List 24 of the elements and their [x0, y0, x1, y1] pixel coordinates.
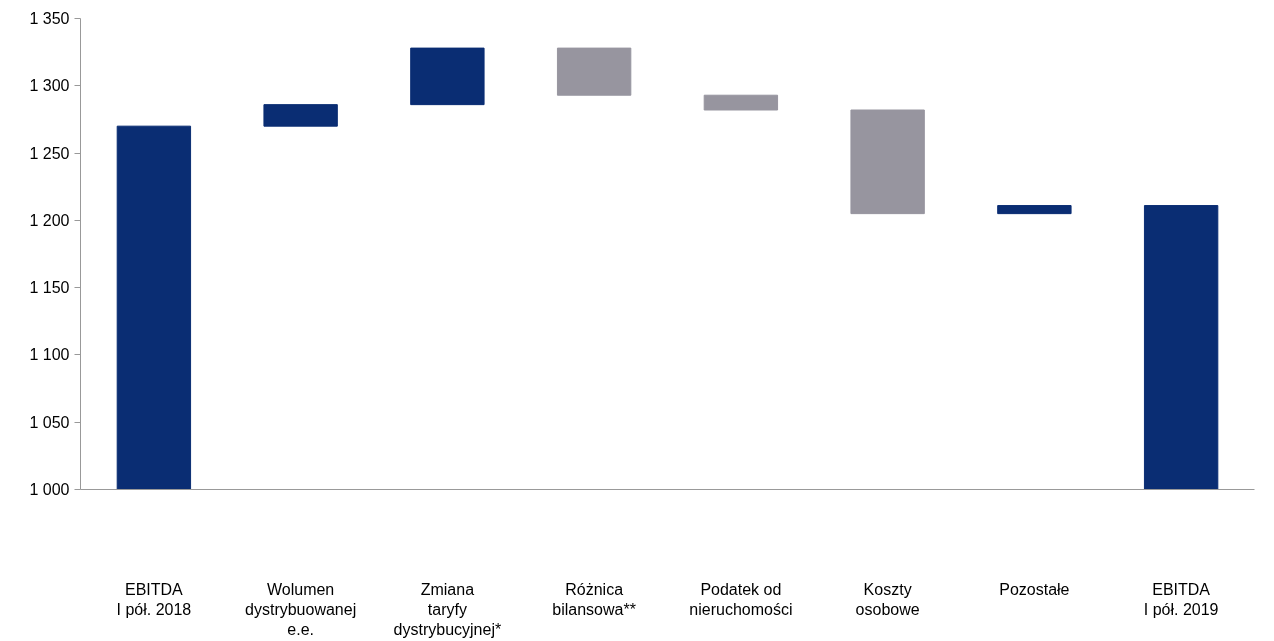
bar	[1143, 205, 1219, 490]
y-tick-label: 1 100	[29, 346, 70, 364]
y-tick-label: 1 150	[29, 279, 70, 297]
bar	[850, 109, 925, 215]
y-tick-label: 1 000	[29, 481, 70, 498]
x-tick-label: Koszty osobowe	[855, 580, 920, 618]
x-tick-label: Różnica bilansowa**	[552, 580, 636, 618]
y-tick-label: 1 050	[29, 413, 70, 431]
x-tick-label: Podatek od nieruchomości	[689, 580, 793, 618]
y-tick-label: 1 350	[29, 10, 70, 27]
y-tick-label: 1 200	[29, 211, 70, 229]
bar	[556, 47, 632, 96]
x-tick-label: Pozostałe	[999, 580, 1070, 598]
y-tick-label: 1 250	[29, 144, 70, 162]
y-tick-label: 1 300	[29, 77, 70, 95]
x-tick-label: EBITDA I pół. 2018	[116, 580, 192, 618]
bar	[703, 94, 779, 111]
bar	[997, 205, 1072, 215]
bar	[263, 104, 338, 127]
x-tick-label: EBITDA I pół. 2019	[1143, 580, 1219, 618]
x-tick-label: Zmiana taryfy dystrybucyjnej*	[393, 580, 502, 639]
bar	[410, 47, 485, 106]
bar	[116, 125, 192, 490]
x-tick-label: Wolumen dystrybuowanej e.e.	[245, 580, 357, 639]
